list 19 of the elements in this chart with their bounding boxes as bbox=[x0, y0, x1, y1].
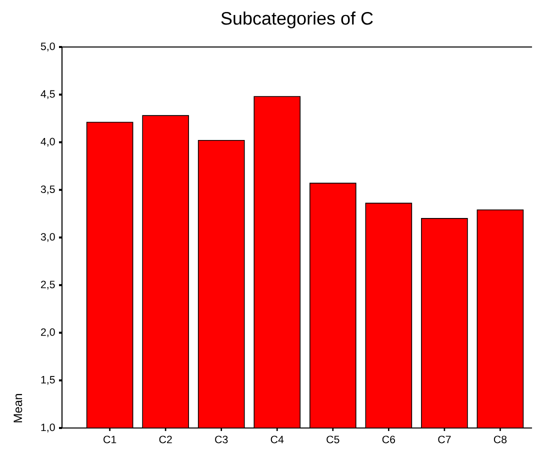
chart-title: Subcategories of C bbox=[221, 12, 373, 28]
x-tick-label: C3 bbox=[215, 436, 228, 444]
y-axis-title: Mean bbox=[14, 394, 22, 422]
y-tick-label: 2,0 bbox=[41, 328, 55, 338]
x-tick-label: C6 bbox=[382, 436, 396, 444]
y-tick-label: 3,0 bbox=[40, 233, 55, 242]
y-tick-label: 1,0 bbox=[41, 424, 55, 432]
y-tick-label: 5,0 bbox=[40, 42, 55, 52]
x-tick-label: C1 bbox=[104, 436, 116, 444]
x-tick-label: C8 bbox=[494, 436, 507, 444]
x-tick-label: C5 bbox=[326, 436, 340, 444]
y-tick-label: 3,5 bbox=[40, 185, 55, 194]
x-tick-label: C7 bbox=[438, 436, 451, 444]
y-tick-label: 2,5 bbox=[41, 280, 55, 290]
x-tick-label: C4 bbox=[270, 436, 284, 444]
y-tick-label: 4,5 bbox=[40, 90, 55, 99]
y-tick-label: 1,5 bbox=[41, 376, 55, 385]
x-tick-label: C2 bbox=[159, 436, 172, 444]
y-tick-label: 4,0 bbox=[40, 138, 55, 147]
